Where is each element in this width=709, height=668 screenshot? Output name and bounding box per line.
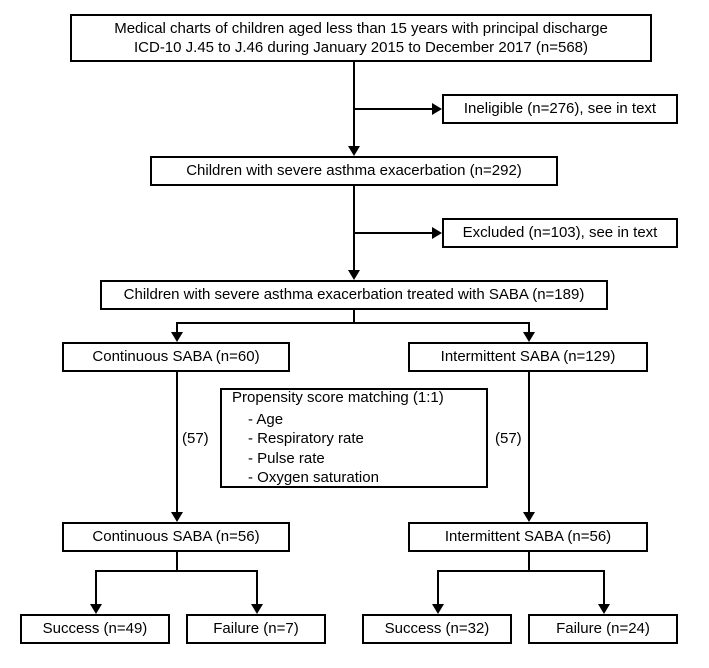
edge <box>353 310 355 322</box>
ineligible-label: Ineligible (n=276), see in text <box>464 99 656 119</box>
edge <box>437 570 439 606</box>
saba-label: Children with severe asthma exacerbation… <box>124 285 585 305</box>
psm-count-left: (57) <box>182 430 209 447</box>
excluded-label: Excluded (n=103), see in text <box>463 223 658 243</box>
arrowhead <box>523 332 535 342</box>
node-ineligible: Ineligible (n=276), see in text <box>442 94 678 124</box>
node-excluded: Excluded (n=103), see in text <box>442 218 678 248</box>
node-cohort: Medical charts of children aged less tha… <box>70 14 652 62</box>
int2-label: Intermittent SABA (n=56) <box>445 527 611 547</box>
node-continuous-1: Continuous SABA (n=60) <box>62 342 290 372</box>
arrowhead <box>348 146 360 156</box>
edge <box>95 570 258 572</box>
arrowhead <box>171 332 183 342</box>
node-intermittent-2: Intermittent SABA (n=56) <box>408 522 648 552</box>
edge <box>176 372 178 514</box>
edge <box>528 372 530 514</box>
edge <box>353 108 432 110</box>
cont2-label: Continuous SABA (n=56) <box>92 527 259 547</box>
node-continuous-2: Continuous SABA (n=56) <box>62 522 290 552</box>
psm-item: Oxygen saturation <box>248 468 476 488</box>
psm-item: Pulse rate <box>248 449 476 469</box>
node-severe: Children with severe asthma exacerbation… <box>150 156 558 186</box>
psm-item: Respiratory rate <box>248 429 476 449</box>
succ1-label: Success (n=49) <box>43 619 148 639</box>
edge <box>176 552 178 570</box>
severe-label: Children with severe asthma exacerbation… <box>186 161 522 181</box>
succ2-label: Success (n=32) <box>385 619 490 639</box>
node-psm: Propensity score matching (1:1) Age Resp… <box>220 388 488 488</box>
node-failure-2: Failure (n=24) <box>528 614 678 644</box>
edge <box>256 570 258 606</box>
top-line1: Medical charts of children aged less tha… <box>114 20 608 37</box>
psm-title: Propensity score matching (1:1) <box>232 389 444 406</box>
arrowhead <box>432 103 442 115</box>
psm-item: Age <box>248 410 476 430</box>
int1-label: Intermittent SABA (n=129) <box>441 347 616 367</box>
top-line2: ICD-10 J.45 to J.46 during January 2015 … <box>134 39 588 56</box>
node-success-2: Success (n=32) <box>362 614 512 644</box>
fail2-label: Failure (n=24) <box>556 619 650 639</box>
arrowhead <box>598 604 610 614</box>
edge <box>95 570 97 606</box>
edge <box>353 62 355 148</box>
edge <box>176 322 530 324</box>
edge <box>437 570 604 572</box>
node-success-1: Success (n=49) <box>20 614 170 644</box>
arrowhead <box>251 604 263 614</box>
psm-items: Age Respiratory rate Pulse rate Oxygen s… <box>232 410 476 488</box>
edge <box>528 552 530 570</box>
arrowhead <box>171 512 183 522</box>
flowchart-canvas: Medical charts of children aged less tha… <box>0 0 709 668</box>
node-failure-1: Failure (n=7) <box>186 614 326 644</box>
arrowhead <box>523 512 535 522</box>
edge <box>353 186 355 272</box>
arrowhead <box>432 604 444 614</box>
edge <box>353 232 432 234</box>
arrowhead <box>432 227 442 239</box>
arrowhead <box>90 604 102 614</box>
arrowhead <box>348 270 360 280</box>
fail1-label: Failure (n=7) <box>213 619 298 639</box>
node-intermittent-1: Intermittent SABA (n=129) <box>408 342 648 372</box>
cont1-label: Continuous SABA (n=60) <box>92 347 259 367</box>
edge <box>603 570 605 606</box>
psm-count-right: (57) <box>495 430 522 447</box>
node-saba: Children with severe asthma exacerbation… <box>100 280 608 310</box>
